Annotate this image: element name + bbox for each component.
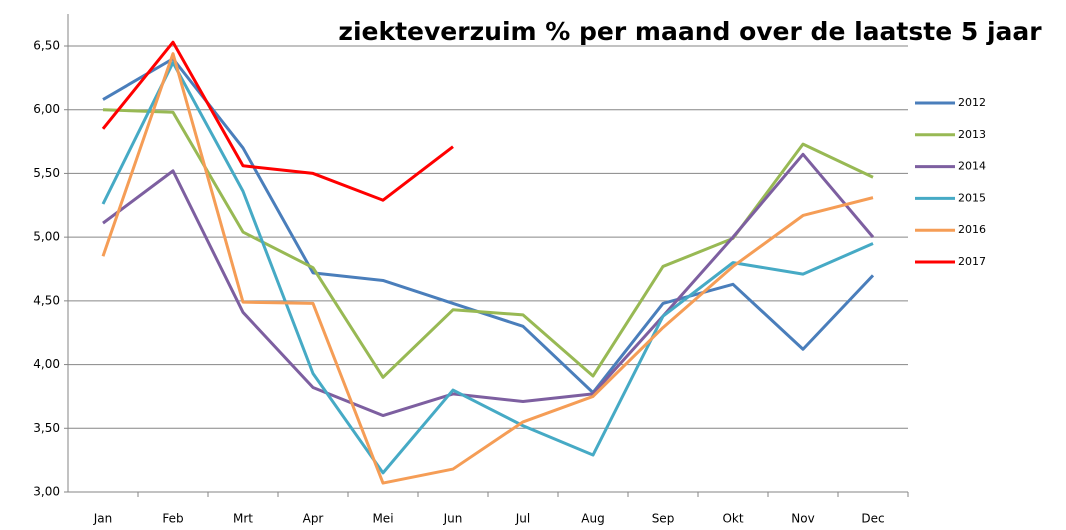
y-tick-label: 4,50 bbox=[33, 293, 60, 307]
x-tick-label: Jul bbox=[515, 512, 530, 526]
y-tick-label: 3,50 bbox=[33, 421, 60, 435]
legend-label: 2016 bbox=[958, 223, 986, 236]
x-tick-label: Nov bbox=[791, 512, 814, 526]
x-tick-label: Okt bbox=[722, 512, 743, 526]
y-tick-label: 5,50 bbox=[33, 166, 60, 180]
x-tick-label: Mei bbox=[372, 512, 393, 526]
x-tick-label: Dec bbox=[861, 512, 884, 526]
series-line bbox=[101, 40, 454, 202]
y-tick-label: 3,00 bbox=[33, 485, 60, 499]
legend-label: 2013 bbox=[958, 128, 986, 141]
chart-title: ziekteverzuim % per maand over de laatst… bbox=[338, 17, 1042, 46]
x-tick-label: Jun bbox=[443, 512, 463, 526]
y-tick-label: 6,00 bbox=[33, 102, 60, 116]
series-line bbox=[102, 108, 874, 379]
x-tick-label: Apr bbox=[303, 512, 324, 526]
series-line bbox=[101, 61, 874, 475]
legend-label: 2012 bbox=[958, 96, 986, 109]
series-line bbox=[102, 57, 875, 395]
y-tick-label: 4,00 bbox=[33, 357, 60, 371]
legend-label: 2014 bbox=[958, 160, 986, 173]
x-tick-label: Sep bbox=[652, 512, 675, 526]
x-tick-label: Mrt bbox=[233, 512, 253, 526]
y-tick-label: 6,50 bbox=[33, 39, 60, 53]
legend-label: 2015 bbox=[958, 191, 986, 204]
series-line bbox=[101, 52, 874, 485]
x-tick-label: Feb bbox=[162, 512, 183, 526]
x-tick-label: Aug bbox=[581, 512, 604, 526]
legend-label: 2017 bbox=[958, 255, 986, 268]
series-line bbox=[102, 152, 875, 418]
y-tick-label: 5,00 bbox=[33, 230, 60, 244]
x-tick-label: Jan bbox=[93, 512, 113, 526]
